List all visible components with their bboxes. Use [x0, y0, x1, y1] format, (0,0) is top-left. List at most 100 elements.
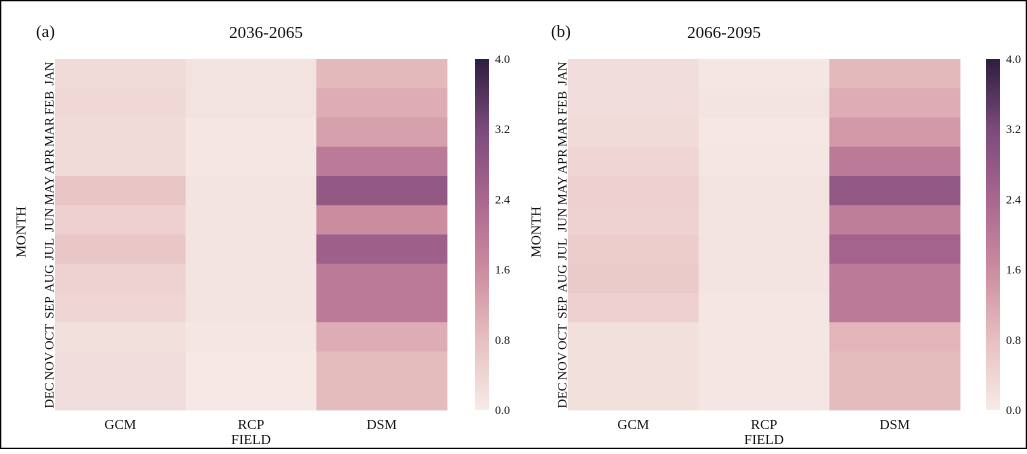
y-tick-label: JUL [42, 238, 57, 260]
y-tick-label: DEC [555, 382, 570, 408]
heatmap-cell-dsm-aug [316, 263, 448, 294]
colorbar-tick-label: 0.0 [1006, 403, 1021, 417]
colorbar [986, 59, 1000, 410]
y-tick-label: OCT [42, 324, 57, 350]
heatmap-cell-gcm-feb [55, 88, 187, 118]
heatmap-cell-rcp-oct [185, 322, 317, 352]
heatmap-cell-dsm-aug [829, 263, 961, 294]
heatmap-cell-gcm-sep [55, 293, 187, 323]
heatmap-cell-gcm-jan [55, 59, 187, 89]
heatmap-cell-rcp-jul [185, 234, 317, 265]
colorbar-tick-label: 3.2 [495, 122, 510, 136]
heatmap-cell-rcp-jan [185, 59, 317, 89]
heatmap-cell-dsm-dec [829, 380, 961, 411]
heatmap-cell-gcm-apr [55, 146, 187, 177]
heatmap-cell-dsm-jan [316, 59, 448, 89]
heatmap-cell-gcm-may [55, 176, 187, 206]
heatmap-cell-rcp-oct [698, 322, 830, 352]
colorbar-tick-label: 4.0 [1006, 52, 1021, 66]
colorbar [475, 59, 489, 410]
heatmap-panel-a: (a) 2036-2065 GCM RCP DSM FIELD JAN FEB MARAPRMA… [15, 22, 511, 448]
heatmap-cell-dsm-mar [829, 117, 961, 148]
heatmap-cell-dsm-jan [829, 59, 961, 89]
y-tick-label: SEP [555, 296, 570, 318]
heatmap-cell-rcp-jun [698, 205, 830, 235]
y-tick-label: OCT [555, 324, 570, 350]
heatmap-cell-dsm-apr [829, 146, 961, 177]
heatmap-cell-dsm-oct [316, 322, 448, 352]
heatmap-cell-rcp-feb [185, 88, 317, 118]
heatmap-cell-gcm-jan [568, 59, 700, 89]
heatmap-cell-rcp-aug [698, 263, 830, 294]
heatmap-cell-dsm-oct [829, 322, 961, 352]
heatmap-cell-dsm-sep [316, 293, 448, 323]
heatmap-cell-gcm-jul [568, 234, 700, 265]
heatmap-cell-rcp-sep [185, 293, 317, 323]
heatmap-cell-gcm-dec [568, 380, 700, 411]
heatmap-cell-gcm-dec [55, 380, 187, 411]
heatmap-cell-gcm-oct [55, 322, 187, 352]
heatmap-cell-gcm-apr [568, 146, 700, 177]
y-tick-label: APR [42, 148, 57, 174]
heatmap-cell-gcm-jul [55, 234, 187, 265]
x-tick-label: RCP [238, 418, 265, 433]
x-tick-label: RCP [751, 418, 778, 433]
heatmap-cell-dsm-nov [829, 351, 961, 382]
heatmap-cell-dsm-nov [316, 351, 448, 382]
y-tick-label: JUN [42, 207, 57, 231]
heatmap-cell-gcm-jun [568, 205, 700, 235]
heatmap-cell-dsm-may [829, 176, 961, 206]
heatmap-cell-rcp-sep [698, 293, 830, 323]
chart-title: 2066-2095 [687, 23, 761, 42]
chart-title: 2036-2065 [229, 23, 303, 42]
heatmap-cell-dsm-jun [829, 205, 961, 235]
heatmap-panel-b: (b) 2066-2095 GCM RCP DSM FIELD JAN FEB MARAPRMA… [530, 22, 1022, 448]
panel-label: (b) [551, 22, 571, 41]
y-tick-label: FEB [555, 91, 570, 115]
colorbar-tick-label: 3.2 [1006, 122, 1021, 136]
y-tick-label: DEC [42, 382, 57, 408]
heatmap-cell-gcm-jun [55, 205, 187, 235]
heatmap-cell-rcp-mar [185, 117, 317, 148]
y-tick-label: NOV [555, 351, 570, 380]
x-tick-label: GCM [104, 418, 136, 433]
y-axis-label: MONTH [530, 206, 545, 257]
heatmap-cell-rcp-may [185, 176, 317, 206]
heatmap-cell-dsm-jul [829, 234, 961, 265]
y-tick-label: JAN [42, 61, 57, 85]
y-tick-label: JAN [555, 61, 570, 85]
y-tick-label: AUG [42, 264, 57, 292]
heatmap-cell-dsm-feb [316, 88, 448, 118]
heatmap-cell-gcm-oct [568, 322, 700, 352]
x-tick-label: DSM [367, 418, 398, 433]
heatmap-cell-dsm-apr [316, 146, 448, 177]
colorbar-tick-label: 1.6 [495, 263, 510, 277]
heatmap-cell-dsm-feb [829, 88, 961, 118]
heatmap-cell-rcp-jun [185, 205, 317, 235]
heatmap-cell-rcp-feb [698, 88, 830, 118]
y-tick-label: MAY [42, 175, 57, 205]
colorbar-tick-label: 0.0 [495, 403, 510, 417]
heatmap-cell-rcp-aug [185, 263, 317, 294]
colorbar-tick-label: 2.4 [495, 192, 510, 206]
y-tick-label: MAR [42, 117, 57, 147]
heatmap-cell-dsm-may [316, 176, 448, 206]
heatmap-cell-rcp-dec [698, 380, 830, 411]
x-axis-label: FIELD [744, 433, 784, 448]
y-tick-label: JUN [555, 207, 570, 231]
y-tick-label: SEP [42, 296, 57, 318]
y-tick-label: AUG [555, 264, 570, 292]
heatmap-cell-gcm-mar [55, 117, 187, 148]
heatmap-cell-dsm-sep [829, 293, 961, 323]
heatmap-cell-gcm-aug [568, 263, 700, 294]
y-axis-label: MONTH [15, 206, 30, 257]
y-tick-label: MAY [555, 175, 570, 205]
colorbar-tick-label: 4.0 [495, 52, 510, 66]
heatmap-cell-rcp-nov [185, 351, 317, 382]
heatmap-cell-gcm-feb [568, 88, 700, 118]
colorbar-tick-label: 2.4 [1006, 192, 1021, 206]
heatmap-cell-rcp-nov [698, 351, 830, 382]
heatmap-cell-gcm-sep [568, 293, 700, 323]
x-tick-label: DSM [880, 418, 911, 433]
heatmap-cell-dsm-dec [316, 380, 448, 411]
